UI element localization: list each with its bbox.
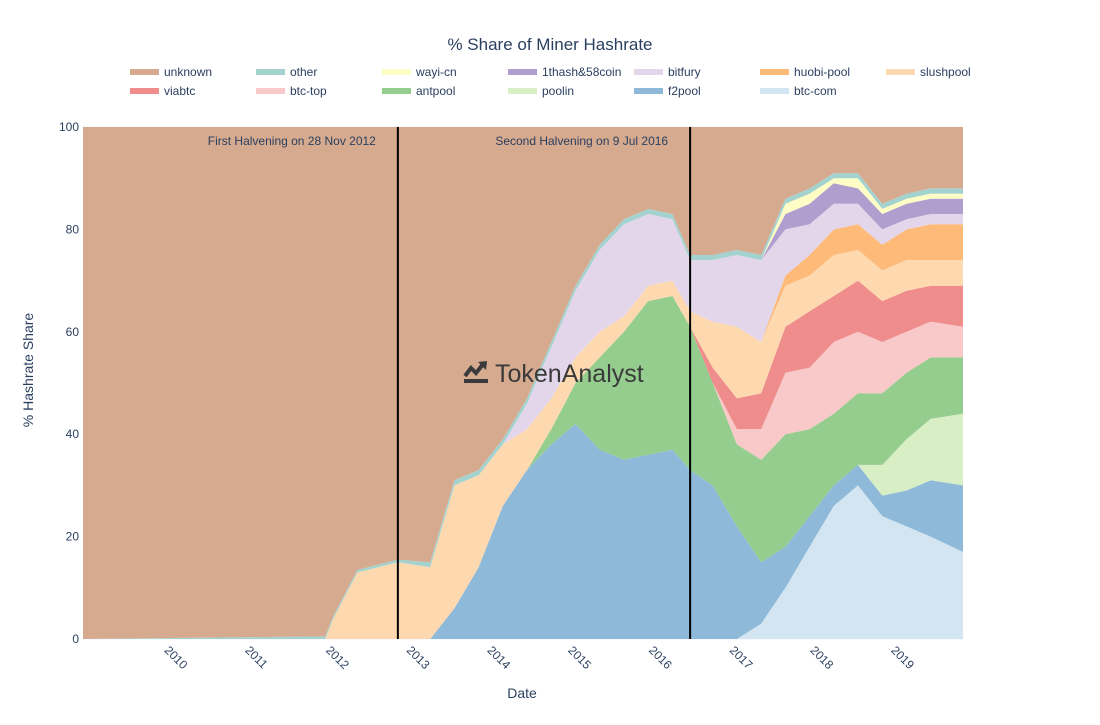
area-f2pool	[83, 424, 963, 639]
legend-swatch	[508, 69, 537, 75]
legend-item-slushpool[interactable]: slushpool	[886, 65, 971, 79]
legend-item-btc-top[interactable]: btc-top	[256, 84, 327, 98]
x-tick-label: 2018	[807, 643, 836, 672]
x-tick-label: 2012	[323, 643, 352, 672]
x-tick-label: 2016	[646, 643, 675, 672]
watermark-logo-icon	[463, 361, 488, 383]
area-slushpool	[83, 249, 963, 639]
y-tick-label: 0	[72, 632, 79, 646]
legend-item-poolin[interactable]: poolin	[508, 84, 574, 98]
legend-item-f2pool[interactable]: f2pool	[634, 84, 701, 98]
legend-label: 1thash&58coin	[542, 65, 621, 79]
x-axis-label: Date	[507, 685, 537, 701]
area-btc-com	[83, 485, 963, 639]
legend-label: unknown	[164, 65, 212, 79]
y-axis-label: % Hashrate Share	[20, 313, 36, 428]
legend-item-1thash-58coin[interactable]: 1thash&58coin	[508, 65, 621, 79]
y-tick-label: 100	[59, 120, 79, 134]
legend-item-huobi-pool[interactable]: huobi-pool	[760, 65, 850, 79]
legend-label: f2pool	[668, 84, 701, 98]
legend-label: btc-top	[290, 84, 327, 98]
halvening-annotation: First Halvening on 28 Nov 2012	[208, 134, 376, 148]
watermark: TokenAnalyst	[463, 360, 644, 388]
stacked-areas	[83, 127, 963, 640]
x-tick-label: 2014	[485, 643, 514, 672]
legend-label: wayi-cn	[415, 65, 457, 79]
legend-label: huobi-pool	[794, 65, 850, 79]
legend-swatch	[256, 88, 285, 94]
x-axis: 2010 2011 2012 2013 2014 2015 2016 2017 2018 2019	[162, 643, 918, 672]
legend-swatch	[382, 69, 411, 75]
legend-label: bitfury	[668, 65, 701, 79]
legend-label: antpool	[416, 84, 455, 98]
x-tick-label: 2011	[242, 643, 270, 671]
y-tick-label: 80	[66, 222, 80, 236]
legend[interactable]: unknown other wayi-cn 1thash&58coin bitfury h…	[130, 65, 971, 98]
legend-swatch	[130, 69, 159, 75]
legend-swatch	[760, 69, 789, 75]
area-antpool	[83, 296, 963, 639]
legend-item-wayi-cn[interactable]: wayi-cn	[382, 65, 457, 79]
legend-swatch	[634, 88, 663, 94]
legend-swatch	[256, 69, 285, 75]
legend-swatch	[886, 69, 915, 75]
chart-title: % Share of Miner Hashrate	[447, 35, 652, 54]
legend-item-other[interactable]: other	[256, 65, 317, 79]
y-axis: 0 20 40 60 80 100	[59, 120, 79, 646]
area-bitfury	[83, 203, 963, 640]
x-tick-label: 2017	[727, 643, 756, 672]
x-tick-label: 2013	[404, 643, 433, 672]
legend-label: poolin	[542, 84, 574, 98]
legend-item-antpool[interactable]: antpool	[382, 84, 455, 98]
legend-swatch	[508, 88, 537, 94]
legend-item-btc-com[interactable]: btc-com	[760, 84, 837, 98]
legend-item-bitfury[interactable]: bitfury	[634, 65, 701, 79]
halvening-annotation: Second Halvening on 9 Jul 2016	[495, 134, 668, 148]
legend-swatch	[760, 88, 789, 94]
y-tick-label: 60	[66, 325, 80, 339]
area-viabtc	[83, 280, 963, 639]
x-tick-label: 2010	[162, 643, 191, 672]
legend-label: viabtc	[164, 84, 195, 98]
area-unknown	[83, 127, 963, 639]
legend-label: other	[290, 65, 317, 79]
y-tick-label: 20	[66, 530, 80, 544]
area-other	[83, 173, 963, 639]
y-tick-label: 40	[66, 427, 80, 441]
watermark-text: TokenAnalyst	[495, 360, 644, 388]
legend-label: btc-com	[794, 84, 837, 98]
legend-item-viabtc[interactable]: viabtc	[130, 84, 195, 98]
halvening-markers: First Halvening on 28 Nov 2012 Second Hal…	[208, 127, 692, 639]
x-tick-label: 2019	[888, 643, 917, 672]
legend-swatch	[382, 88, 411, 94]
legend-item-unknown[interactable]: unknown	[130, 65, 212, 79]
legend-label: slushpool	[920, 65, 971, 79]
legend-swatch	[130, 88, 159, 94]
x-tick-label: 2015	[565, 643, 594, 672]
legend-swatch	[634, 69, 663, 75]
